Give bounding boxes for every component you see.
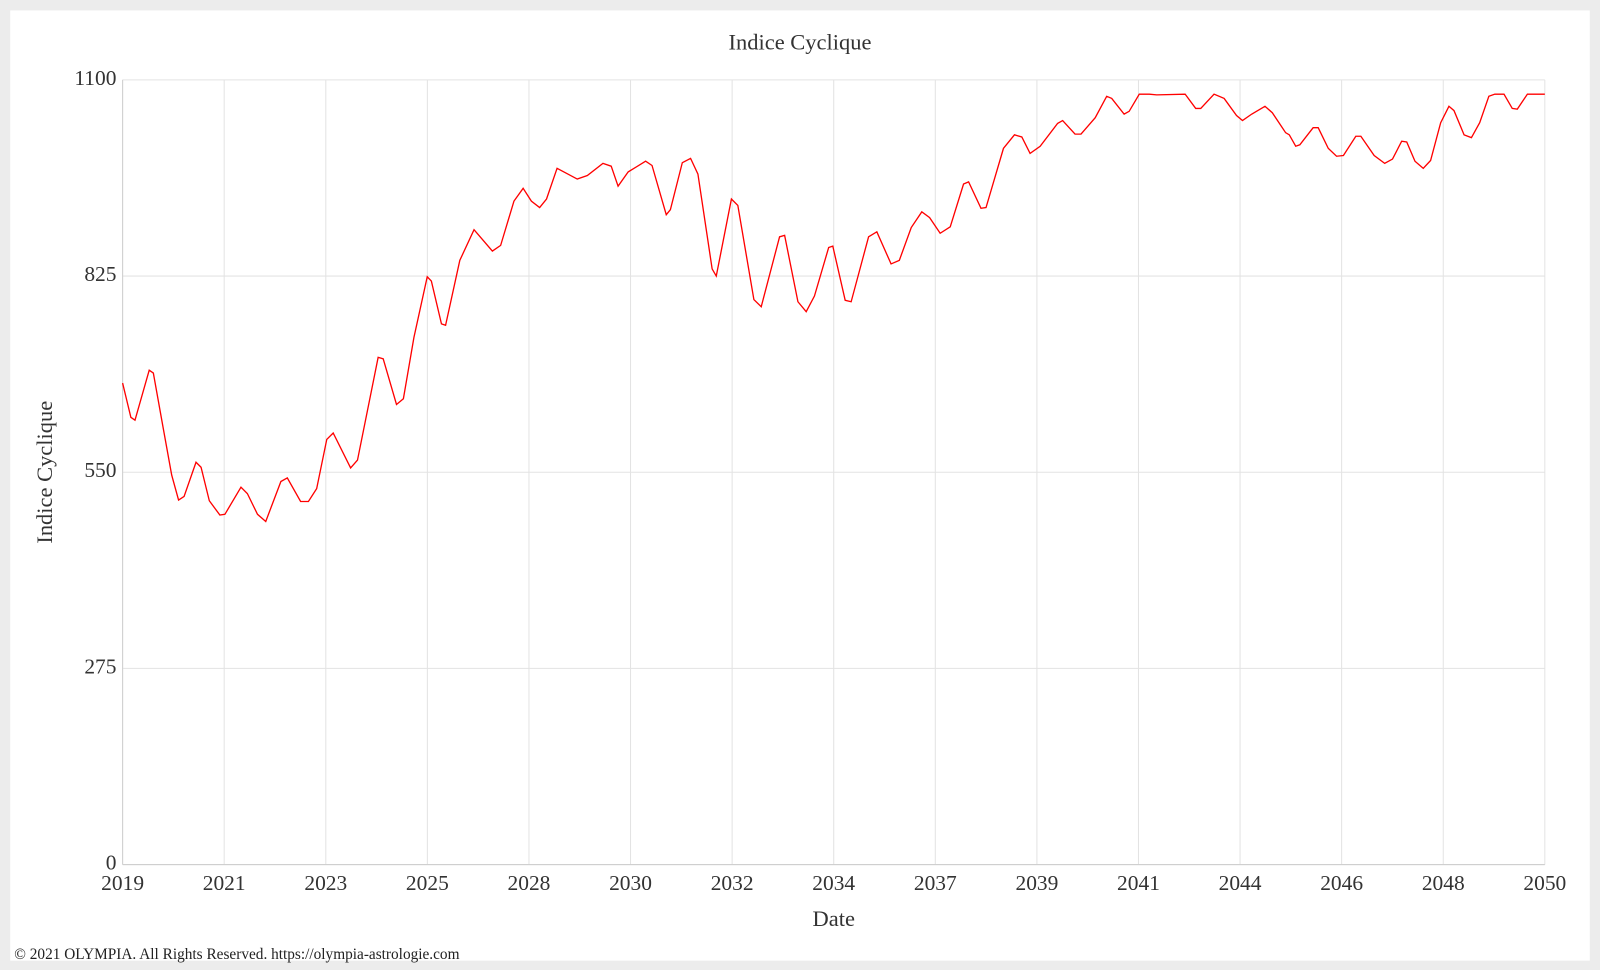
x-tick-label: 2037 [914,871,957,895]
x-tick-label: 2025 [406,871,449,895]
card [10,10,1590,961]
x-axis-title: Date [813,906,855,931]
x-tick-label: 2028 [508,871,551,895]
x-tick-label: 2021 [203,871,246,895]
x-tick-label: 2023 [304,871,347,895]
y-axis-title: Indice Cyclique [32,401,57,544]
y-tick-label: 550 [84,458,116,482]
x-tick-label: 2044 [1219,871,1262,895]
y-tick-label: 1100 [74,66,116,90]
chart-title: Indice Cyclique [729,29,872,54]
y-tick-label: 0 [106,850,117,874]
x-tick-label: 2050 [1523,871,1566,895]
data-line [121,93,1545,523]
y-tick-label: 825 [84,262,116,286]
x-tick-label: 2034 [812,871,855,895]
x-tick-label: 2039 [1015,871,1058,895]
x-tick-label: 2048 [1422,871,1465,895]
plot-area: 0 275 550 825 1100 2019 2021 2023 2025 2028 2030 20… [74,66,1566,895]
x-tick-label: 2041 [1117,871,1160,895]
x-tick-label: 2032 [711,871,754,895]
footer: © 2021 OLYMPIA. All Rights Reserved. htt… [14,946,459,963]
y-tick-label: 275 [84,654,116,678]
x-tick-label: 2030 [609,871,652,895]
x-tick-label: 2019 [101,871,144,895]
x-tick-label: 2046 [1320,871,1363,895]
